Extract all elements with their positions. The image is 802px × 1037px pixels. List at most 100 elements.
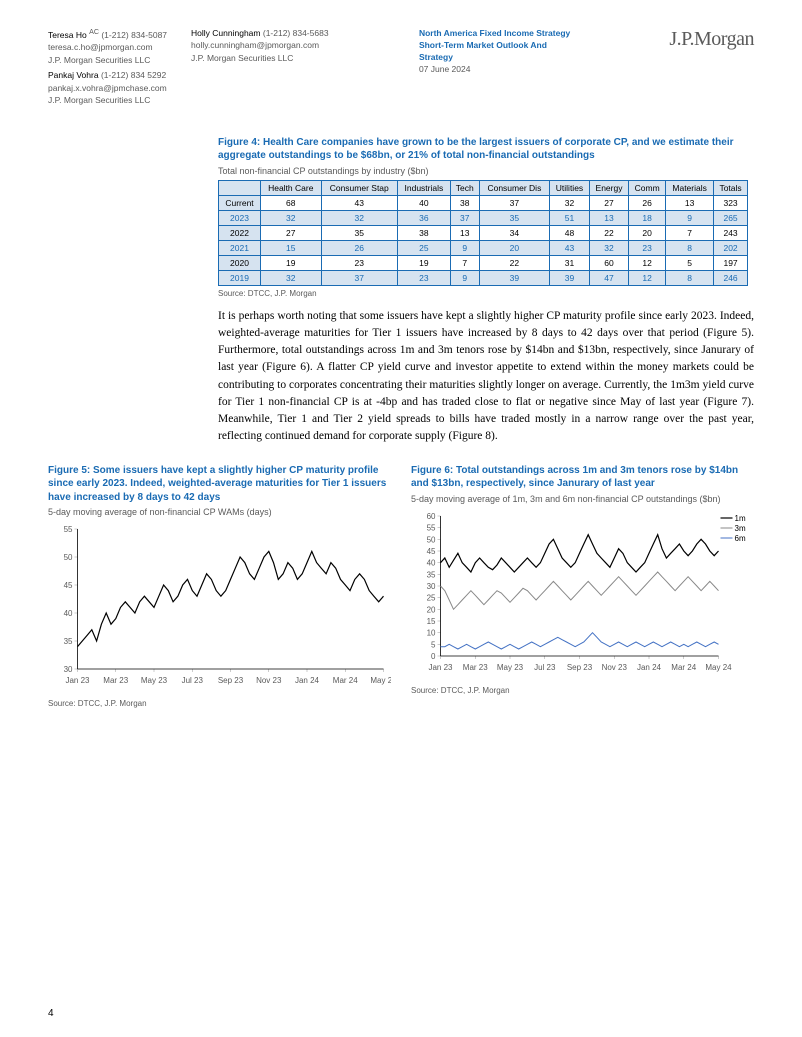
svg-text:30: 30 bbox=[427, 582, 436, 591]
table-header: Consumer Stap bbox=[321, 180, 397, 195]
table-cell: 5 bbox=[666, 255, 714, 270]
author-1: Teresa Ho AC (1-212) 834-5087 teresa.c.h… bbox=[48, 28, 167, 66]
table-header bbox=[219, 180, 261, 195]
table-cell: 60 bbox=[589, 255, 628, 270]
svg-text:45: 45 bbox=[64, 581, 73, 590]
svg-text:Jul 23: Jul 23 bbox=[182, 676, 204, 685]
figure5-subtitle: 5-day moving average of non-financial CP… bbox=[48, 507, 391, 517]
table-cell: 7 bbox=[666, 225, 714, 240]
svg-text:Mar 23: Mar 23 bbox=[463, 663, 488, 672]
svg-text:May 24: May 24 bbox=[370, 676, 391, 685]
figure6-source: Source: DTCC, J.P. Morgan bbox=[411, 686, 754, 695]
author-name: Pankaj Vohra bbox=[48, 70, 99, 80]
table-header: Energy bbox=[589, 180, 628, 195]
jpmorgan-logo: J.P.Morgan bbox=[669, 28, 754, 51]
svg-text:10: 10 bbox=[427, 628, 436, 637]
svg-text:55: 55 bbox=[64, 525, 73, 534]
table-cell: 48 bbox=[550, 225, 590, 240]
table-cell: 26 bbox=[321, 240, 397, 255]
table-cell: 18 bbox=[629, 210, 666, 225]
table-header: Consumer Dis bbox=[479, 180, 549, 195]
row-label: 2020 bbox=[219, 255, 261, 270]
author-phone: (1-212) 834 5292 bbox=[101, 70, 166, 80]
doc-date: 07 June 2024 bbox=[419, 64, 579, 76]
figure6-subtitle: 5-day moving average of 1m, 3m and 6m no… bbox=[411, 494, 754, 504]
row-label: 2023 bbox=[219, 210, 261, 225]
table-row: Current684340383732272613323 bbox=[219, 195, 748, 210]
author-email: teresa.c.ho@jpmorgan.com bbox=[48, 42, 167, 53]
doc-line2: Short-Term Market Outlook And Strategy bbox=[419, 40, 579, 64]
table-cell: 43 bbox=[321, 195, 397, 210]
svg-text:15: 15 bbox=[427, 617, 436, 626]
svg-text:35: 35 bbox=[427, 570, 436, 579]
table-cell: 20 bbox=[629, 225, 666, 240]
table-cell: 19 bbox=[261, 255, 322, 270]
table-cell: 13 bbox=[450, 225, 479, 240]
table-cell: 197 bbox=[714, 255, 748, 270]
table-cell: 32 bbox=[261, 210, 322, 225]
svg-text:May 24: May 24 bbox=[705, 663, 732, 672]
author-name: Holly Cunningham bbox=[191, 28, 260, 38]
table-cell: 38 bbox=[450, 195, 479, 210]
doc-meta: North America Fixed Income Strategy Shor… bbox=[419, 28, 579, 76]
page-number: 4 bbox=[48, 1008, 54, 1019]
table-cell: 15 bbox=[261, 240, 322, 255]
row-label: 2021 bbox=[219, 240, 261, 255]
table-header: Materials bbox=[666, 180, 714, 195]
figure6-chart: 051015202530354045505560Jan 23Mar 23May … bbox=[411, 508, 754, 678]
table-cell: 35 bbox=[479, 210, 549, 225]
table-cell: 39 bbox=[550, 270, 590, 285]
svg-text:Mar 24: Mar 24 bbox=[333, 676, 358, 685]
svg-text:May 23: May 23 bbox=[141, 676, 168, 685]
table-cell: 8 bbox=[666, 240, 714, 255]
figure5-title: Figure 5: Some issuers have kept a sligh… bbox=[48, 464, 391, 505]
table-cell: 243 bbox=[714, 225, 748, 240]
table-cell: 32 bbox=[589, 240, 628, 255]
table-cell: 51 bbox=[550, 210, 590, 225]
table-row: 202227353813344822207243 bbox=[219, 225, 748, 240]
table-cell: 7 bbox=[450, 255, 479, 270]
table-header: Utilities bbox=[550, 180, 590, 195]
author-org: J.P. Morgan Securities LLC bbox=[191, 53, 329, 64]
svg-text:30: 30 bbox=[64, 665, 73, 674]
table-cell: 25 bbox=[397, 240, 450, 255]
table-row: 202332323637355113189265 bbox=[219, 210, 748, 225]
table-header: Totals bbox=[714, 180, 748, 195]
author-org: J.P. Morgan Securities LLC bbox=[48, 55, 167, 66]
table-cell: 22 bbox=[589, 225, 628, 240]
table-cell: 37 bbox=[479, 195, 549, 210]
table-cell: 32 bbox=[550, 195, 590, 210]
figure4-subtitle: Total non-financial CP outstandings by i… bbox=[218, 166, 754, 176]
table-row: 20193237239393947128246 bbox=[219, 270, 748, 285]
svg-text:Nov 23: Nov 23 bbox=[602, 663, 628, 672]
table-cell: 27 bbox=[261, 225, 322, 240]
table-cell: 19 bbox=[397, 255, 450, 270]
svg-text:55: 55 bbox=[427, 523, 436, 532]
table-header: Industrials bbox=[397, 180, 450, 195]
author-phone: (1-212) 834-5087 bbox=[101, 30, 167, 40]
body-paragraph: It is perhaps worth noting that some iss… bbox=[218, 308, 754, 446]
svg-text:45: 45 bbox=[427, 547, 436, 556]
svg-text:40: 40 bbox=[427, 558, 436, 567]
page-header: Teresa Ho AC (1-212) 834-5087 teresa.c.h… bbox=[48, 28, 754, 108]
author-email: pankaj.x.vohra@jpmchase.com bbox=[48, 83, 167, 94]
table-cell: 47 bbox=[589, 270, 628, 285]
table-header: Health Care bbox=[261, 180, 322, 195]
svg-text:40: 40 bbox=[64, 609, 73, 618]
row-label: 2022 bbox=[219, 225, 261, 240]
table-cell: 22 bbox=[479, 255, 549, 270]
table-cell: 323 bbox=[714, 195, 748, 210]
row-label: Current bbox=[219, 195, 261, 210]
svg-text:Jan 24: Jan 24 bbox=[295, 676, 320, 685]
figure5-source: Source: DTCC, J.P. Morgan bbox=[48, 699, 391, 708]
table-cell: 35 bbox=[321, 225, 397, 240]
table-header: Comm bbox=[629, 180, 666, 195]
svg-text:50: 50 bbox=[427, 535, 436, 544]
table-cell: 23 bbox=[397, 270, 450, 285]
figure4-table: Health CareConsumer StapIndustrialsTechC… bbox=[218, 180, 748, 286]
table-cell: 31 bbox=[550, 255, 590, 270]
table-cell: 265 bbox=[714, 210, 748, 225]
table-cell: 246 bbox=[714, 270, 748, 285]
table-cell: 8 bbox=[666, 270, 714, 285]
table-cell: 36 bbox=[397, 210, 450, 225]
